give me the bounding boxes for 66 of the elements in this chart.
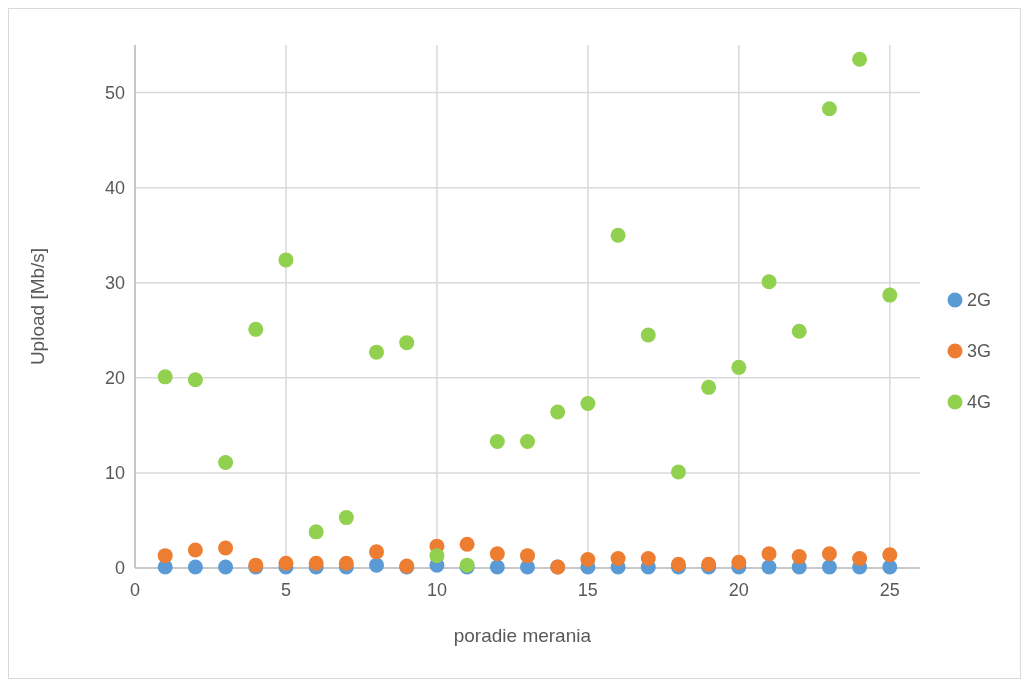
point (761, 274, 777, 290)
point (278, 252, 294, 268)
point (520, 434, 535, 450)
legend-label: 3G (967, 341, 992, 362)
point (640, 550, 656, 566)
x-tick-label: 5 (280, 580, 291, 600)
point (610, 227, 626, 243)
point (821, 101, 837, 117)
x-tick-label: 0 (129, 580, 141, 600)
y-axis-title: Upload [Mb/s] (27, 247, 48, 366)
point (489, 546, 505, 562)
point (520, 548, 535, 564)
point (761, 559, 777, 575)
legend-label: 2G (967, 290, 992, 311)
y-tick-label: 40 (104, 177, 125, 198)
x-tick-label: 10 (426, 580, 447, 600)
point (218, 540, 234, 556)
point (731, 554, 747, 570)
point (701, 379, 717, 395)
point (308, 524, 324, 540)
point (821, 546, 837, 562)
point (731, 359, 747, 375)
point (369, 544, 385, 560)
point (278, 555, 294, 571)
y-tick-label: 0 (114, 558, 125, 579)
x-tick-label: 20 (728, 580, 749, 600)
point (218, 559, 234, 575)
point (761, 546, 777, 562)
x-tick-label: 25 (879, 580, 900, 600)
y-tick-label: 20 (104, 368, 125, 389)
point (882, 547, 898, 563)
y-tick-label: 10 (104, 463, 125, 484)
point (610, 550, 626, 566)
point (852, 51, 868, 67)
point (187, 542, 203, 558)
point (157, 369, 173, 385)
y-tick-label: 30 (104, 273, 125, 294)
point (157, 548, 173, 564)
point (338, 510, 354, 526)
point (308, 555, 324, 571)
point (852, 550, 868, 566)
point (248, 321, 264, 337)
point (187, 559, 203, 575)
point (882, 287, 898, 303)
point (821, 559, 837, 575)
point (429, 548, 445, 564)
point (489, 559, 505, 575)
y-tick-label: 50 (104, 82, 125, 103)
point (791, 549, 807, 565)
x-tick-label: 15 (577, 580, 598, 600)
point (187, 372, 203, 388)
point (791, 323, 807, 339)
point (218, 454, 234, 470)
point (399, 335, 415, 351)
point (550, 404, 566, 420)
x-axis-title: poradie merania (453, 625, 592, 646)
legend-label: 4G (967, 392, 992, 413)
point (580, 551, 596, 567)
point (640, 327, 656, 343)
point (670, 464, 686, 480)
point (338, 555, 354, 571)
point (369, 557, 385, 573)
point (580, 395, 596, 411)
point (459, 536, 475, 552)
point (369, 344, 385, 360)
point (489, 434, 505, 450)
